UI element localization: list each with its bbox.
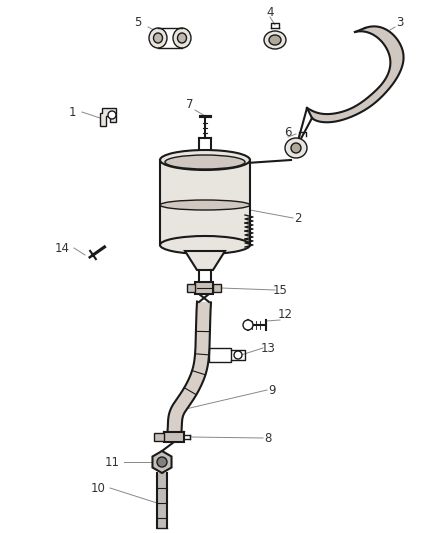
Text: 12: 12 — [278, 309, 293, 321]
Bar — [157, 473, 167, 528]
Ellipse shape — [160, 236, 250, 254]
Text: 6: 6 — [284, 125, 292, 139]
Ellipse shape — [160, 200, 250, 210]
Ellipse shape — [149, 28, 167, 48]
Polygon shape — [100, 108, 116, 126]
Text: 11: 11 — [105, 456, 120, 469]
Text: 7: 7 — [186, 99, 194, 111]
Circle shape — [157, 457, 167, 467]
Text: 1: 1 — [68, 106, 76, 118]
Polygon shape — [185, 251, 225, 270]
Text: 9: 9 — [268, 384, 276, 397]
Ellipse shape — [165, 155, 245, 169]
Bar — [187, 284, 195, 292]
Text: 4: 4 — [266, 5, 274, 19]
Bar — [154, 433, 164, 441]
Ellipse shape — [177, 33, 187, 43]
Text: 15: 15 — [272, 284, 287, 296]
Bar — [160, 160, 250, 245]
Text: 2: 2 — [294, 212, 302, 224]
Polygon shape — [307, 26, 403, 122]
Circle shape — [234, 351, 242, 359]
Text: 14: 14 — [54, 241, 70, 254]
Ellipse shape — [153, 33, 162, 43]
Circle shape — [243, 320, 253, 330]
Text: 3: 3 — [396, 15, 404, 28]
Bar — [213, 284, 221, 292]
Ellipse shape — [160, 150, 250, 170]
Text: 13: 13 — [261, 342, 276, 354]
Text: 5: 5 — [134, 15, 141, 28]
Ellipse shape — [269, 35, 281, 45]
Bar — [209, 348, 231, 362]
Ellipse shape — [264, 31, 286, 49]
Circle shape — [108, 111, 116, 119]
Text: 10: 10 — [91, 481, 106, 495]
Polygon shape — [152, 451, 172, 473]
Polygon shape — [167, 302, 211, 436]
Ellipse shape — [285, 138, 307, 158]
Bar — [164, 432, 184, 442]
Ellipse shape — [291, 143, 301, 153]
Ellipse shape — [173, 28, 191, 48]
Text: 8: 8 — [264, 432, 272, 445]
Bar — [195, 282, 213, 294]
